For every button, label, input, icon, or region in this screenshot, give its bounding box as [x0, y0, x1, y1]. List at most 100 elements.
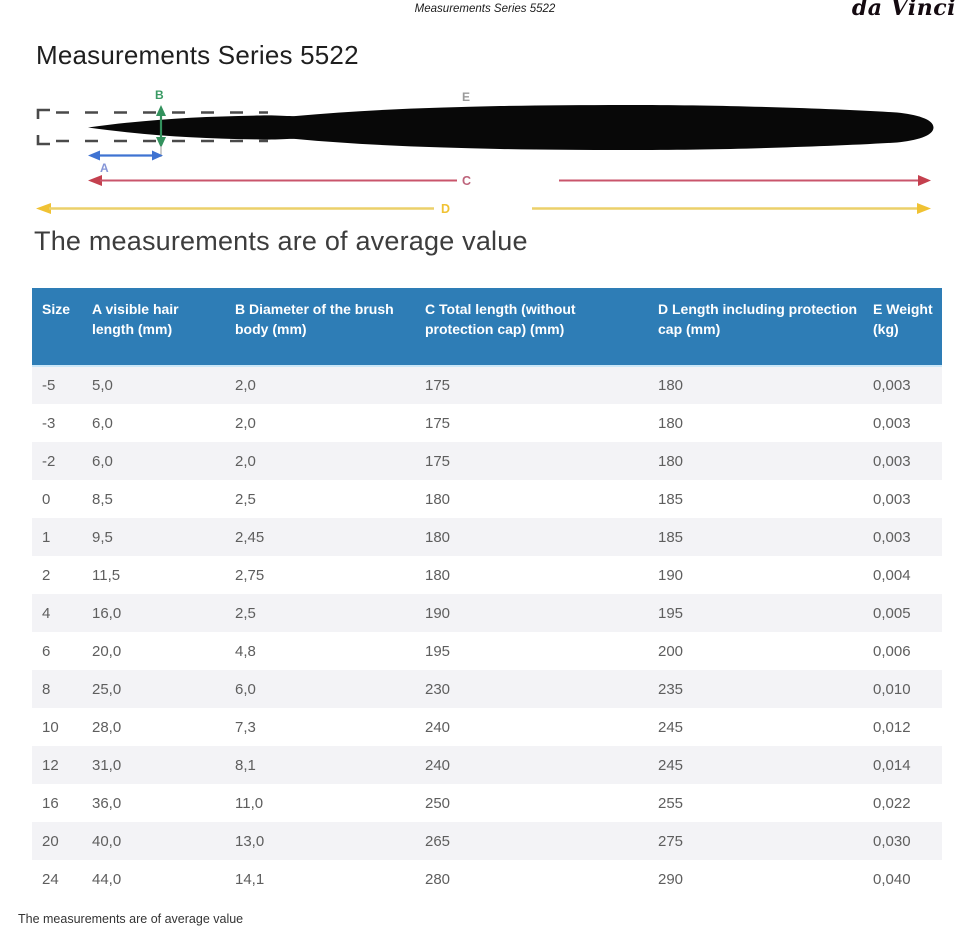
table-cell: 6 [42, 642, 51, 660]
table-cell: 0,014 [873, 756, 911, 774]
footer-note: The measurements are of average value [18, 912, 244, 926]
table-cell: 25,0 [92, 680, 122, 698]
dim-b-label: B [155, 88, 164, 102]
table-cell: 14,1 [235, 870, 265, 888]
table-cell: 2,5 [235, 490, 256, 508]
brush-silhouette [88, 104, 934, 151]
table-cell: 180 [425, 528, 451, 546]
table-cell: 5,0 [92, 377, 113, 394]
table-row: 2 11,5 2,75 180 190 0,004 [32, 556, 942, 594]
table-cell: 180 [658, 414, 684, 432]
table-cell: 240 [425, 756, 451, 774]
table-cell: 245 [658, 756, 684, 774]
table-cell: 44,0 [92, 870, 122, 888]
table-cell: 0,010 [873, 680, 911, 698]
table-cell: 180 [658, 377, 684, 394]
table-cell: 180 [425, 490, 451, 508]
table-cell: 7,3 [235, 718, 256, 736]
table-cell: -2 [42, 452, 56, 470]
table-cell: 240 [425, 718, 451, 736]
table-cell: 0,030 [873, 832, 911, 850]
table-cell: 11,5 [92, 566, 121, 584]
table-row: 12 31,0 8,1 240 245 0,014 [32, 746, 942, 784]
table-cell: 185 [658, 490, 684, 508]
table-cell: 0,022 [873, 794, 911, 812]
table-cell: 235 [658, 680, 684, 698]
table-cell: -3 [42, 414, 56, 432]
table-cell: 280 [425, 870, 451, 888]
table-cell: 195 [425, 642, 451, 660]
measurements-table-wrap: Size A visible hair length (mm) B Diamet… [32, 288, 942, 898]
table-cell: 11,0 [235, 794, 264, 812]
table-row: 0 8,5 2,5 180 185 0,003 [32, 480, 942, 518]
table-cell: 10 [42, 718, 59, 736]
table-row: 4 16,0 2,5 190 195 0,005 [32, 594, 942, 632]
col-header-size: Size [32, 288, 84, 367]
table-cell: 180 [425, 566, 451, 584]
dim-d-arrow [36, 203, 931, 214]
table-cell: 4,8 [235, 642, 256, 660]
table-cell: 0,004 [873, 566, 911, 584]
table-cell: 6,0 [92, 452, 113, 470]
table-row: 24 44,0 14,1 280 290 0,040 [32, 860, 942, 898]
table-cell: 20,0 [92, 642, 122, 660]
table-cell: 0,040 [873, 870, 911, 888]
table-cell: 13,0 [235, 832, 265, 850]
table-cell: 185 [658, 528, 684, 546]
table-header-row: Size A visible hair length (mm) B Diamet… [32, 288, 942, 367]
dim-c-arrow [88, 175, 931, 186]
table-row: 1 9,5 2,45 180 185 0,003 [32, 518, 942, 556]
page-header-title: Measurements Series 5522 [414, 3, 556, 15]
page-title: Measurements Series 5522 [36, 40, 359, 70]
table-cell: 0,006 [873, 642, 911, 660]
table-cell: 0,003 [873, 528, 911, 546]
dim-a-label: A [100, 161, 109, 175]
table-cell: 190 [425, 604, 451, 622]
col-header-e-weight: E Weight (kg) [865, 288, 942, 367]
table-cell: 8,1 [235, 756, 256, 774]
table-cell: 0 [42, 490, 51, 508]
table-cell: 175 [425, 377, 451, 394]
table-cell: 6,0 [92, 414, 113, 432]
table-cell: 275 [658, 832, 684, 850]
table-cell: 265 [425, 832, 451, 850]
table-cell: 195 [658, 604, 684, 622]
table-cell: 255 [658, 794, 684, 812]
col-header-a-hair-length: A visible hair length (mm) [84, 288, 227, 367]
brand-logo[interactable]: da Vinci [851, 0, 956, 21]
table-cell: 0,012 [873, 718, 911, 736]
table-cell: 20 [42, 832, 59, 850]
table-row: -3 6,0 2,0 175 180 0,003 [32, 404, 942, 442]
table-cell: 8 [42, 680, 51, 698]
table-cell: 0,003 [873, 414, 911, 432]
col-header-d-length-with-cap: D Length including protection cap (mm) [650, 288, 865, 367]
table-cell: 180 [658, 452, 684, 470]
table-cell: 36,0 [92, 794, 122, 812]
dim-c-label: C [462, 174, 471, 188]
table-cell: 2 [42, 566, 51, 584]
table-cell: 2,75 [235, 566, 265, 584]
table-cell: 31,0 [92, 756, 122, 774]
table-row: 20 40,0 13,0 265 275 0,030 [32, 822, 942, 860]
table-cell: 2,0 [235, 377, 256, 394]
col-header-b-diameter: B Diameter of the brush body (mm) [227, 288, 417, 367]
dim-e-label: E [462, 90, 470, 104]
brush-measurement-diagram: E B A C D [36, 88, 934, 216]
table-cell: 16 [42, 794, 59, 812]
table-cell: 2,45 [235, 528, 265, 546]
table-row: 8 25,0 6,0 230 235 0,010 [32, 670, 942, 708]
table-cell: 8,5 [92, 490, 113, 508]
section-subheading: The measurements are of average value [34, 226, 528, 256]
dim-a-arrow [88, 150, 163, 161]
table-cell: 40,0 [92, 832, 122, 850]
table-cell: 0,003 [873, 452, 911, 470]
protection-cap-outline [36, 108, 268, 146]
table-row: 10 28,0 7,3 240 245 0,012 [32, 708, 942, 746]
table-cell: 245 [658, 718, 684, 736]
table-row: 16 36,0 11,0 250 255 0,022 [32, 784, 942, 822]
table-cell: 2,0 [235, 414, 256, 432]
table-cell: -5 [42, 377, 56, 394]
table-cell: 0,005 [873, 604, 911, 622]
table-row: -2 6,0 2,0 175 180 0,003 [32, 442, 942, 480]
